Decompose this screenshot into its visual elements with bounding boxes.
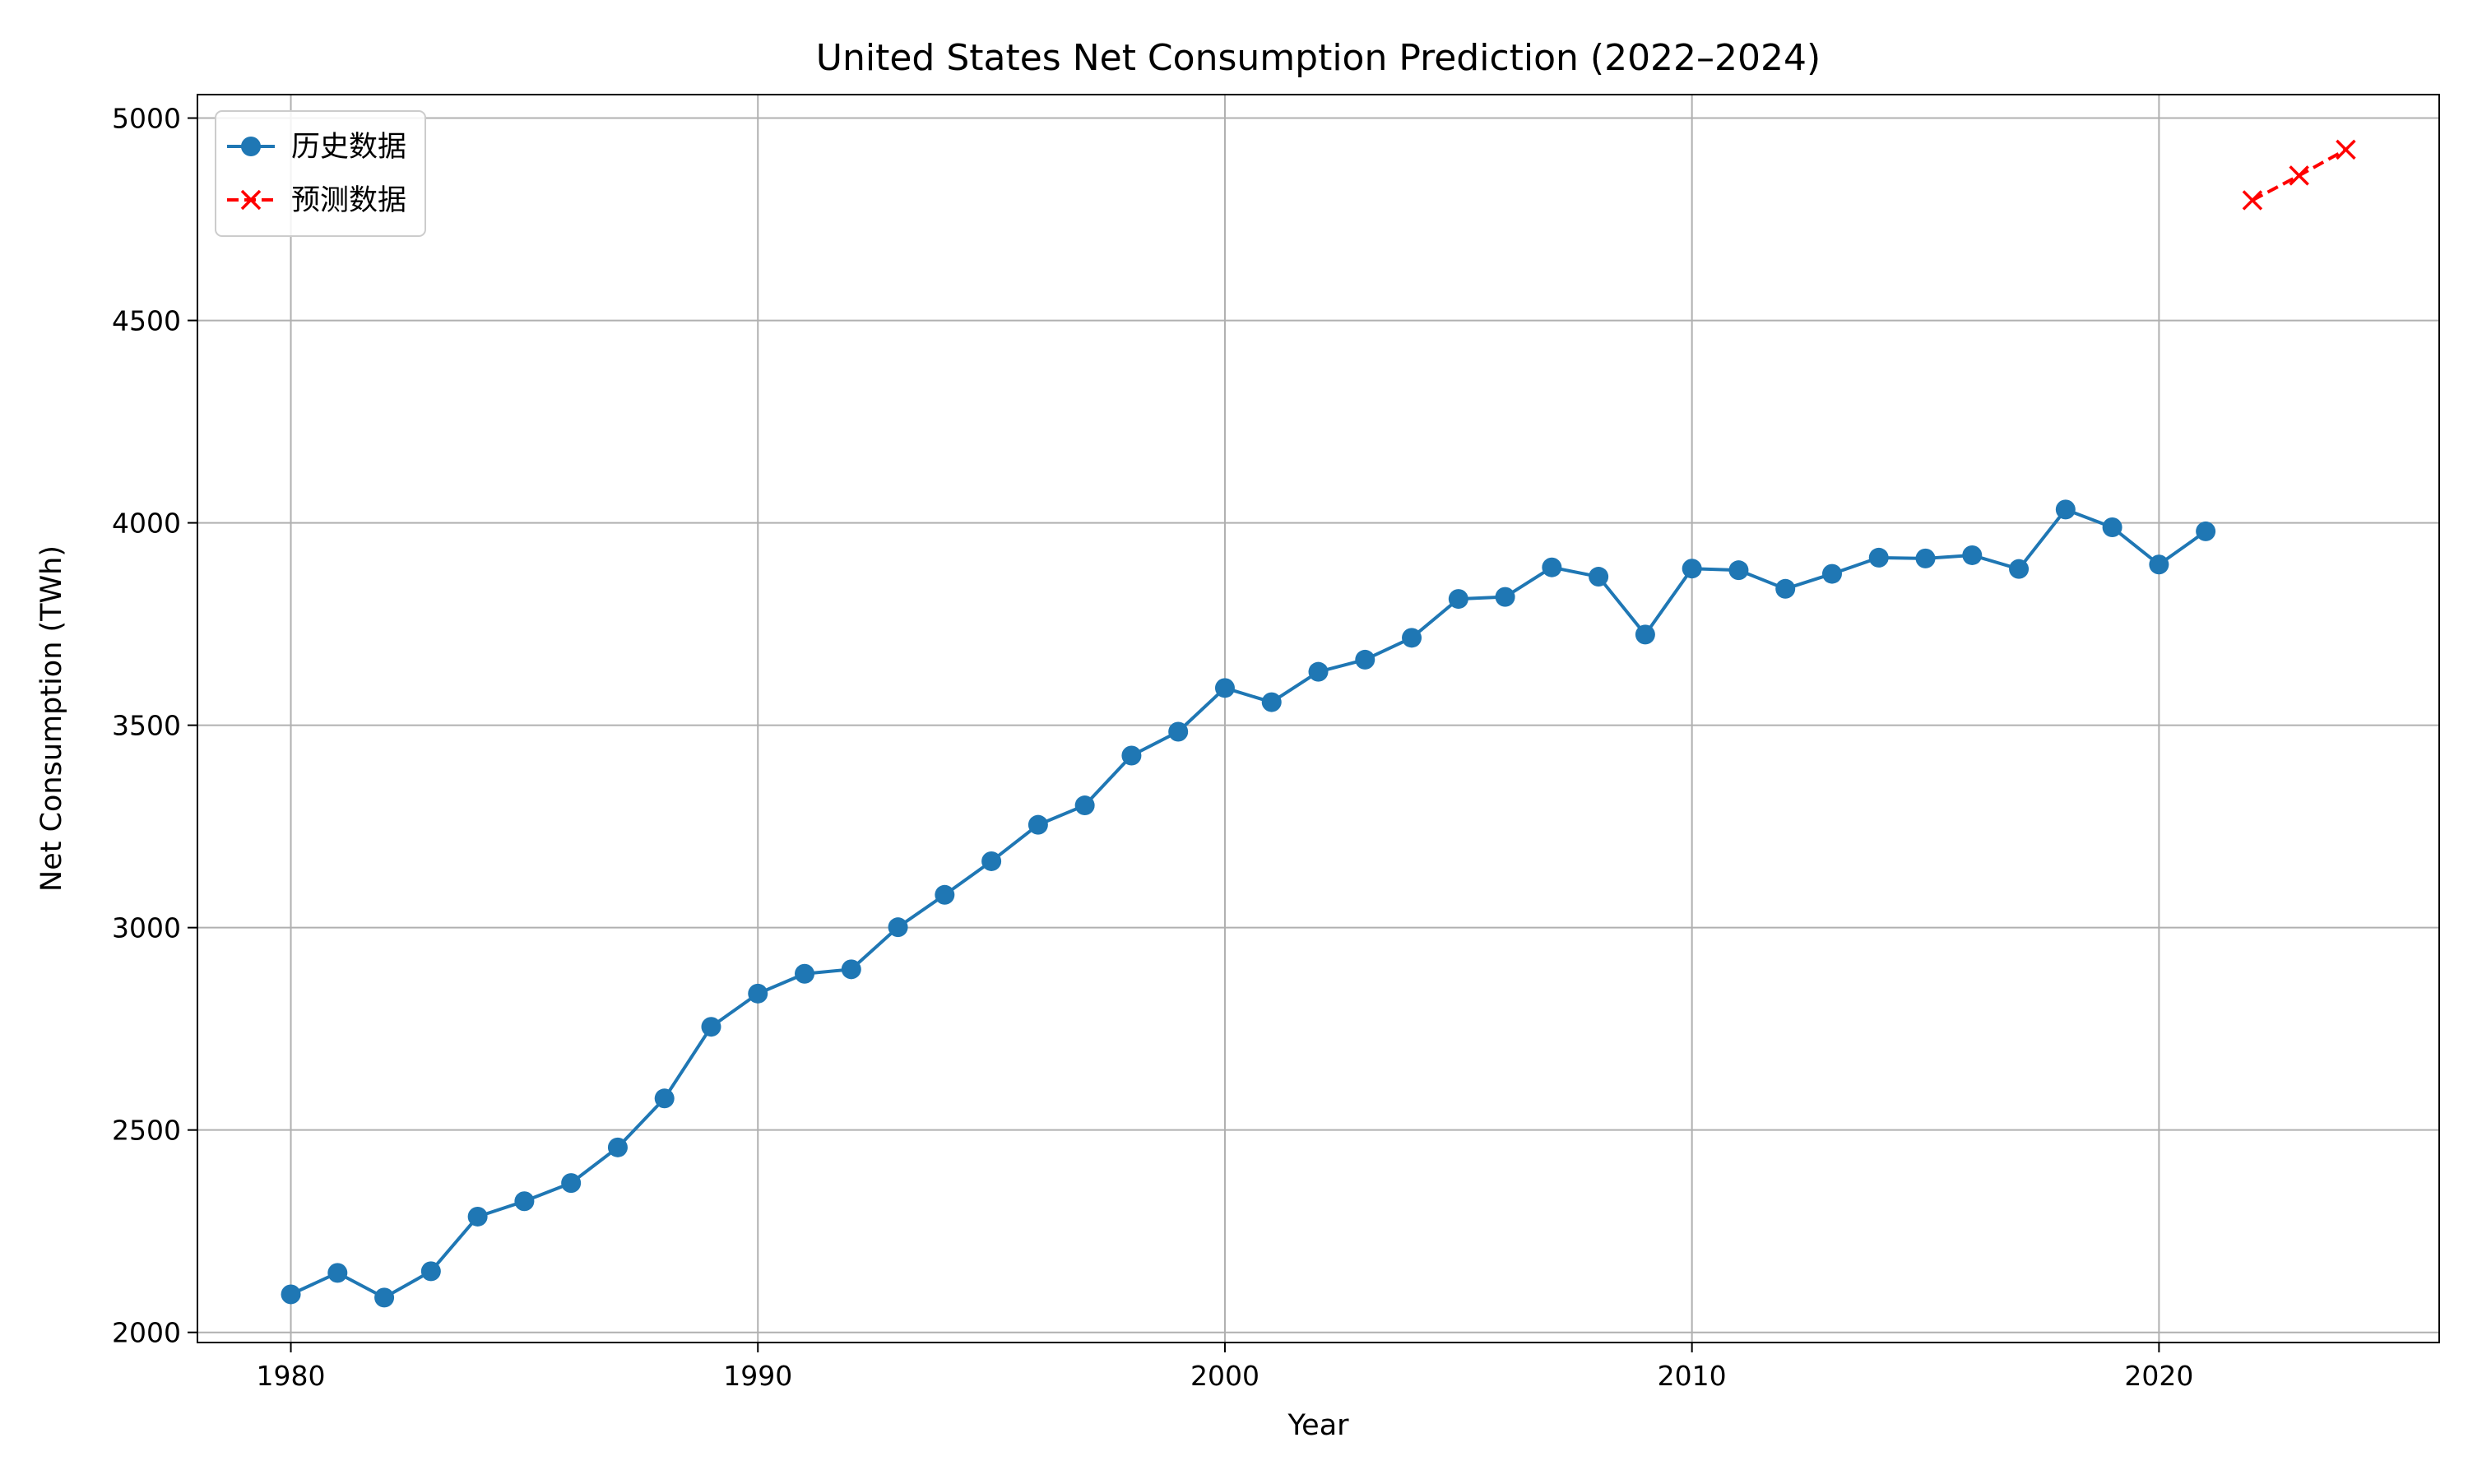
y-tick-label: 2500: [112, 1115, 181, 1147]
legend-marker: [241, 137, 261, 156]
data-point: [2009, 559, 2030, 579]
data-point: [654, 1088, 675, 1109]
data-point: [1121, 745, 1142, 766]
y-tick-label: 3500: [112, 710, 181, 742]
data-point: [1728, 560, 1749, 581]
data-point: [420, 1261, 441, 1282]
y-axis-label: Net Consumption (TWh): [35, 545, 68, 892]
x-tick-label: 2010: [1658, 1360, 1727, 1392]
data-point: [1962, 545, 1983, 565]
data-point: [1635, 624, 1655, 645]
data-point: [1775, 578, 1796, 599]
data-point: [935, 884, 955, 905]
data-point: [2289, 165, 2309, 186]
data-point: [2102, 517, 2122, 538]
data-point: [1261, 692, 1282, 712]
data-point: [327, 1263, 348, 1283]
chart-title: United States Net Consumption Prediction…: [816, 37, 1821, 79]
data-point: [1589, 567, 1609, 587]
data-point: [981, 851, 1002, 871]
data-point: [1682, 559, 1702, 579]
data-point: [1168, 721, 1189, 742]
legend-marker: [240, 189, 262, 211]
data-point: [1308, 661, 1329, 682]
data-point: [2242, 190, 2263, 211]
y-tick-label: 2000: [112, 1317, 181, 1349]
y-tick-label: 3000: [112, 912, 181, 944]
data-point: [2196, 521, 2216, 541]
data-point: [748, 983, 768, 1004]
data-point: [1074, 795, 1095, 816]
legend-item: 历史数据: [227, 131, 406, 164]
data-point: [281, 1284, 301, 1305]
data-point: [1868, 547, 1889, 568]
grid: [197, 95, 2439, 1343]
ticks: 1980 1990 2000 2010 2020 2000 2500 3000 3500 4000…: [112, 103, 2193, 1392]
legend-label: 预测数据: [291, 184, 406, 217]
data-point: [1448, 589, 1468, 610]
data-point: [467, 1206, 488, 1227]
x-tick-label: 1990: [723, 1360, 792, 1392]
legend-label: 历史数据: [291, 131, 406, 164]
y-tick-label: 4500: [112, 305, 181, 337]
marker-stroke: [2336, 139, 2356, 160]
y-tick-label: 4000: [112, 508, 181, 540]
x-tick-label: 2000: [1190, 1360, 1260, 1392]
data-point: [1495, 587, 1515, 607]
x-axis-label: Year: [1287, 1409, 1349, 1442]
y-tick-label: 5000: [112, 103, 181, 135]
legend-frame: [215, 110, 426, 237]
marker-stroke: [2242, 190, 2263, 211]
plot-frame: [197, 94, 2440, 1343]
data-point: [1821, 563, 1842, 584]
data-point: [2336, 139, 2356, 160]
data-point: [1214, 678, 1235, 698]
data-point: [561, 1173, 582, 1194]
x-tick-label: 1980: [257, 1360, 326, 1392]
data-point: [841, 959, 861, 980]
data-point: [888, 917, 908, 938]
data-point: [1028, 814, 1048, 835]
legend-item: 预测数据: [227, 184, 406, 217]
data-point: [795, 963, 815, 984]
marker-stroke: [2289, 165, 2309, 186]
data-point: [1542, 557, 1562, 577]
data-point: [1402, 628, 1422, 648]
data-point: [701, 1017, 721, 1037]
data-point: [514, 1191, 535, 1212]
data-point: [374, 1287, 395, 1308]
data-point: [2149, 554, 2169, 575]
data-point: [1915, 548, 1936, 568]
data-point: [1355, 649, 1375, 670]
data-point: [607, 1137, 628, 1157]
data-point: [2055, 499, 2076, 520]
series-layer: [281, 139, 2356, 1308]
x-tick-label: 2020: [2124, 1360, 2193, 1392]
